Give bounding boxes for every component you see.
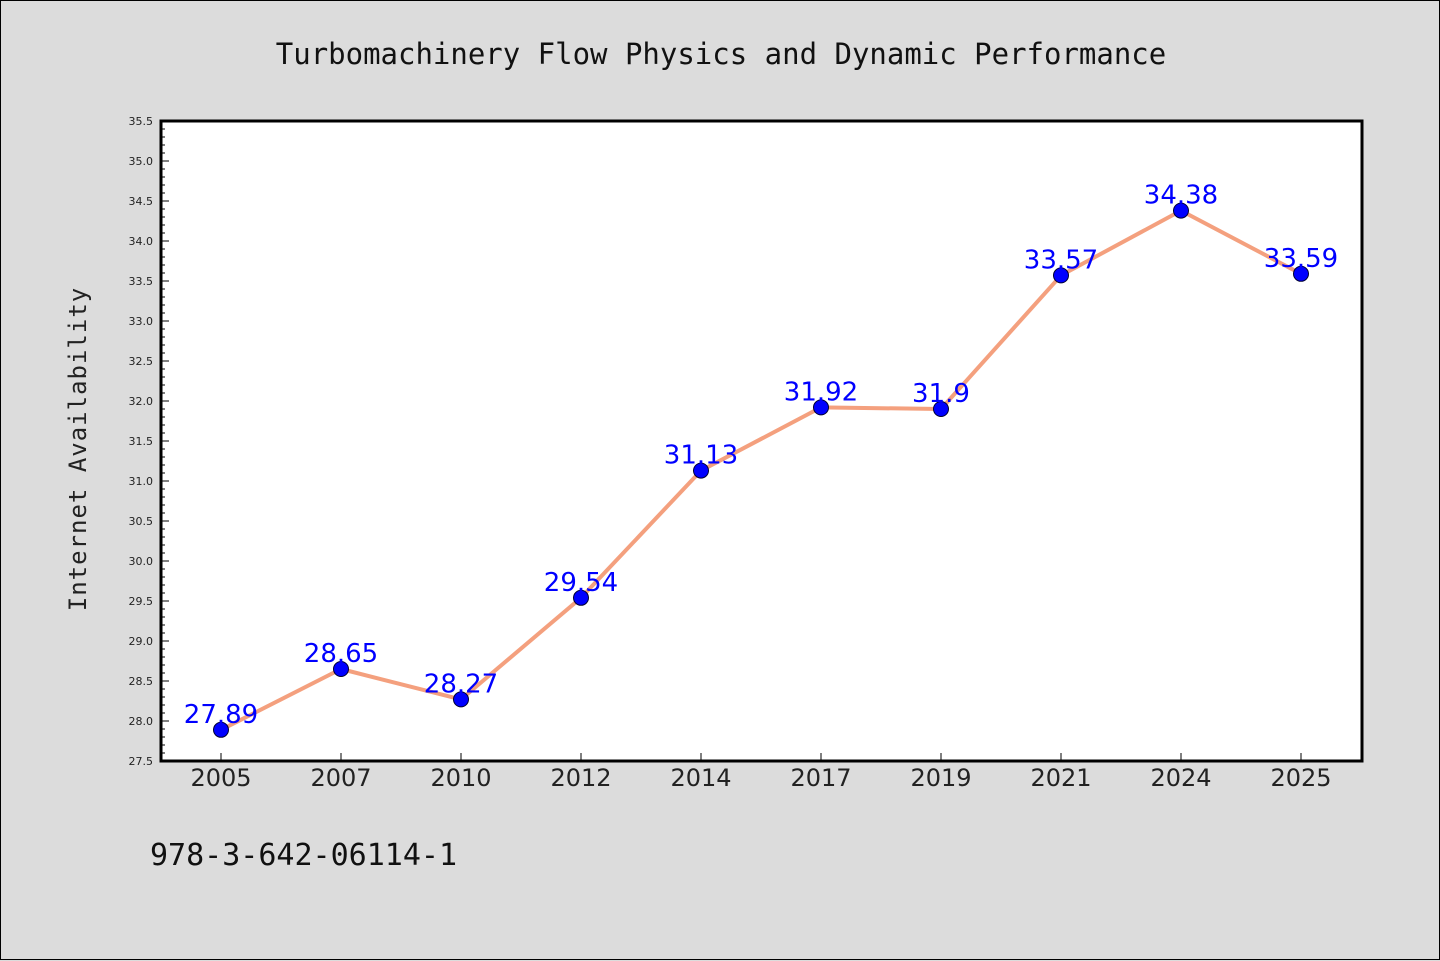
data-point-marker — [453, 691, 469, 708]
y-tick-label: 30.0 — [129, 555, 154, 568]
x-tick-label: 2012 — [550, 764, 611, 792]
data-point-marker — [693, 462, 709, 479]
data-point-marker — [213, 721, 229, 738]
series-line-group — [219, 208, 1303, 732]
data-label: 34.38 — [1144, 181, 1218, 211]
data-label: 33.59 — [1264, 244, 1338, 274]
data-point-marker — [333, 661, 349, 677]
x-axis-ticks: 2005 2007 2010 2012 2014 2017 2019 2021 2024 2025 — [190, 753, 1332, 792]
y-tick-label: 31.0 — [129, 475, 154, 488]
data-label: 31.9 — [912, 379, 970, 409]
data-point-marker — [1053, 267, 1069, 284]
y-tick-label: 30.5 — [129, 515, 154, 528]
data-label: 31.13 — [664, 441, 738, 471]
isbn-footer: 978-3-642-06114-1 — [150, 838, 457, 873]
x-tick-label: 2014 — [670, 764, 731, 792]
y-axis-label: Internet Availability — [64, 287, 92, 611]
data-label: 31.92 — [784, 377, 858, 407]
y-tick-label: 31.5 — [129, 435, 154, 448]
series-line — [219, 208, 1303, 732]
data-point-marker — [573, 589, 589, 606]
x-tick-label: 2005 — [190, 764, 251, 792]
x-tick-label: 2025 — [1270, 764, 1331, 792]
data-labels-group: 27.89 28.65 28.27 29.54 31.13 31.92 31.9 33.57 3… — [184, 181, 1338, 730]
y-tick-label: 32.5 — [129, 355, 154, 368]
y-tick-label: 32.0 — [129, 395, 154, 408]
y-tick-label: 35.5 — [129, 115, 154, 128]
data-label: 28.65 — [304, 639, 378, 669]
data-point-marker — [933, 401, 949, 417]
y-tick-label: 29.5 — [129, 595, 154, 608]
data-label: 28.27 — [424, 669, 498, 699]
data-label: 29.54 — [544, 568, 618, 598]
y-tick-label: 33.0 — [129, 315, 154, 328]
data-label: 27.89 — [184, 700, 258, 730]
x-tick-label: 2010 — [430, 764, 491, 792]
y-tick-label: 28.0 — [129, 715, 154, 728]
data-point-marker — [813, 399, 829, 416]
x-tick-label: 2007 — [310, 764, 371, 792]
x-tick-label: 2024 — [1150, 764, 1211, 792]
y-tick-label: 34.5 — [129, 195, 154, 208]
data-point-marker — [1173, 202, 1189, 219]
x-tick-label: 2017 — [790, 764, 851, 792]
data-label: 33.57 — [1024, 245, 1098, 275]
chart-title: Turbomachinery Flow Physics and Dynamic … — [276, 37, 1166, 71]
x-tick-label: 2019 — [910, 764, 971, 792]
y-tick-label: 29.0 — [129, 635, 154, 648]
y-axis-ticks: 27.5 28.0 28.5 29.0 29.5 30.0 30.5 31.0 31.5 32.0… — [129, 115, 169, 768]
y-tick-label: 28.5 — [129, 675, 154, 688]
y-tick-label: 33.5 — [129, 275, 154, 288]
x-tick-label: 2021 — [1030, 764, 1091, 792]
y-tick-label: 35.0 — [129, 155, 154, 168]
markers-group — [213, 202, 1309, 738]
y-tick-label: 34.0 — [129, 235, 154, 248]
y-tick-label: 27.5 — [129, 755, 154, 768]
plot-area — [159, 119, 1364, 763]
data-point-marker — [1293, 265, 1309, 282]
